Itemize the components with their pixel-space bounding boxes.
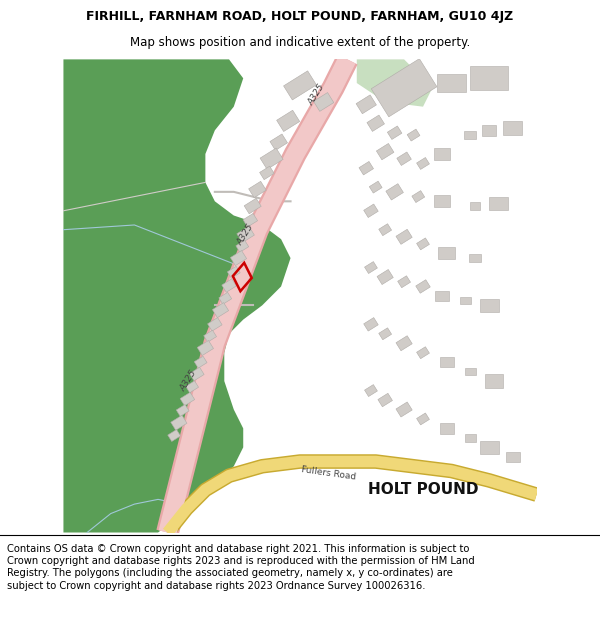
Bar [190,368,204,381]
Bar [407,129,420,141]
Bar [371,59,437,117]
Bar [248,181,266,198]
Bar [416,238,430,250]
Bar [506,452,520,462]
Bar [434,196,450,208]
Bar [176,404,189,416]
Bar [416,347,430,359]
Bar [460,297,471,304]
Bar [416,280,430,293]
Polygon shape [357,59,433,107]
Bar [470,66,508,90]
Bar [435,291,449,301]
Bar [277,110,300,131]
Bar [482,125,496,136]
Bar [197,341,214,356]
Bar [440,423,454,434]
Bar [416,158,430,169]
Bar [186,381,199,392]
Bar [503,121,523,134]
Bar [180,392,194,406]
Bar [203,330,217,342]
Text: FIRHILL, FARNHAM ROAD, HOLT POUND, FARNHAM, GU10 4JZ: FIRHILL, FARNHAM ROAD, HOLT POUND, FARNH… [86,10,514,23]
Bar [464,131,476,139]
Bar [439,248,455,259]
Bar [480,441,499,454]
Bar [230,251,247,266]
Bar [270,134,287,151]
Text: A325: A325 [179,369,199,393]
Bar [367,115,385,131]
Bar [437,74,466,92]
Text: HOLT POUND: HOLT POUND [368,482,478,498]
Bar [364,318,378,331]
Bar [485,374,503,388]
Bar [379,224,392,236]
Bar [412,191,425,202]
Text: A325: A325 [307,82,326,107]
Bar [243,214,257,227]
Bar [171,415,187,430]
Bar [398,276,410,288]
Bar [260,148,283,169]
Bar [469,254,481,262]
Bar [237,226,254,242]
Bar [465,368,476,376]
Bar [369,181,382,193]
Text: A325: A325 [236,222,256,247]
Bar [386,184,403,200]
Bar [212,302,229,318]
Bar [222,279,236,292]
Bar [365,384,377,396]
Bar [244,198,261,214]
Bar [364,204,378,217]
Bar [377,269,393,284]
Bar [396,229,412,244]
Bar [470,202,480,210]
Text: Map shows position and indicative extent of the property.: Map shows position and indicative extent… [130,36,470,49]
Text: Contains OS data © Crown copyright and database right 2021. This information is : Contains OS data © Crown copyright and d… [7,544,475,591]
Bar [388,126,402,139]
Bar [434,148,450,160]
Bar [359,161,374,175]
Bar [416,413,430,425]
Bar [379,328,392,340]
Bar [397,152,412,166]
Bar [396,336,412,351]
Bar [440,357,454,367]
Bar [227,266,240,278]
Bar [365,262,377,274]
Bar [314,92,334,111]
Bar [465,434,476,442]
Bar [356,95,376,114]
Bar [480,299,499,312]
Bar [260,166,274,179]
Bar [236,240,248,252]
Bar [208,318,222,331]
Bar [396,402,412,417]
Polygon shape [64,59,290,532]
Bar [489,197,508,210]
Bar [284,71,316,100]
Bar [378,393,392,407]
Bar [168,429,181,441]
Text: Fullers Road: Fullers Road [301,465,356,482]
Bar [219,292,232,304]
Bar [194,356,207,368]
Bar [376,144,394,160]
